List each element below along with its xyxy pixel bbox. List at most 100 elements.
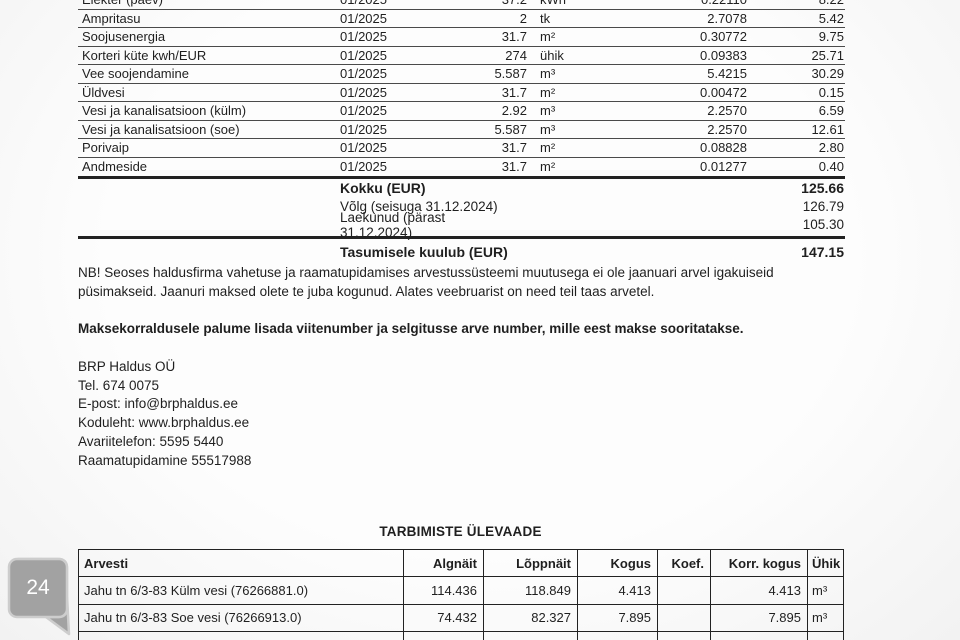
service-price: 5.4215 (707, 66, 747, 82)
column-header: Korr. kogus (710, 549, 808, 577)
service-period: 01/2025 (340, 84, 387, 100)
meter-quantity: 4.413 (577, 576, 658, 605)
invoice-lines-table: Elekter (päev) 01/2025 37.2 kWh 0.22110 … (78, 0, 845, 179)
table-row: Andmeside 01/2025 31.7 m² 0.01277 0.40 (78, 158, 845, 177)
table-row: Ampritasu 01/2025 2 tk 2.7078 5.42 (78, 10, 845, 28)
service-price: 2.2570 (707, 121, 747, 137)
page-number-label: 24 (26, 576, 50, 599)
meter-corrected-quantity: 4.413 (710, 576, 808, 605)
table-row: Porivaip 01/2025 31.7 m² 0.08828 2.80 (78, 139, 845, 158)
service-name: Soojusenergia (82, 29, 166, 45)
service-quantity: 2.92 (501, 103, 527, 119)
service-price: 2.2570 (707, 103, 747, 119)
total-label: Laekunud (pärast 31.12.2024) (340, 209, 446, 240)
service-quantity: 31.7 (501, 84, 527, 100)
meter-start: 114.436 (403, 576, 484, 605)
emergency-phone-line: Avariitelefon: 5595 5440 (78, 433, 224, 449)
service-quantity: 5.587 (494, 121, 527, 137)
service-unit: m² (540, 29, 556, 45)
contact-block: BRP Haldus OÜ Tel. 674 0075 E-post: info… (78, 358, 251, 470)
table-row: Soojusenergia 01/2025 31.7 m² 0.30772 9.… (78, 28, 845, 47)
service-name: Ampritasu (82, 10, 141, 26)
total-row-kokku: Kokku (EUR) 125.66 (78, 179, 845, 197)
meter-name: Jahu tn 6/3-83 Külm vesi (76266881.0) (78, 576, 404, 605)
service-period: 01/2025 (340, 140, 387, 156)
total-row-due: Tasumisele kuulub (EUR) 147.15 (78, 239, 845, 265)
service-price: 0.00472 (700, 84, 747, 100)
service-name: Üldvesi (82, 84, 125, 100)
meter-end: 118.849 (483, 576, 578, 605)
amount-due-value: 147.15 (801, 243, 844, 260)
service-name: Porivaip (82, 140, 129, 156)
service-price: 2.7078 (707, 10, 747, 26)
page-bubble-icon (7, 557, 71, 636)
email-line: E-post: info@brphaldus.ee (78, 396, 239, 412)
meter-name: Jahu tn 6/3-83 Soe vesi (76266913.0) (78, 603, 404, 632)
total-row-volg: Võlg (seisuga 31.12.2024) 126.79 (78, 197, 845, 215)
service-price: 0.09383 (700, 47, 747, 63)
table-row: Vesi ja kanalisatsioon (külm) 01/2025 2.… (78, 102, 845, 121)
service-period: 01/2025 (340, 103, 387, 119)
service-unit: m³ (540, 66, 556, 82)
table-row: Vee soojendamine 01/2025 5.587 m³ 5.4215… (78, 65, 845, 84)
service-unit: m² (540, 140, 556, 156)
service-price: 0.22110 (582, 0, 747, 7)
service-sum: 9.75 (818, 29, 844, 45)
totals-divider (78, 235, 845, 239)
total-label: Kokku (EUR) (340, 180, 426, 197)
total-value: 105.30 (802, 217, 844, 233)
service-period: 01/2025 (340, 66, 387, 82)
service-name: Andmeside (82, 159, 148, 175)
service-quantity: 37.2 (450, 0, 527, 7)
nb-notice-text: NB! Seoses haldusfirma vahetuse ja raama… (78, 265, 774, 300)
service-quantity: 31.7 (501, 159, 527, 175)
service-price: 0.30772 (700, 29, 747, 45)
service-quantity: 5.587 (494, 66, 527, 82)
service-name: Elekter (päev) (78, 0, 340, 7)
service-quantity: 274 (505, 47, 527, 63)
page-number-scroll-indicator[interactable]: 24 (6, 556, 76, 640)
service-unit: kWh (527, 0, 582, 7)
service-period: 01/2025 (340, 121, 387, 137)
service-sum: 6.59 (818, 103, 844, 119)
service-unit: tk (540, 10, 551, 26)
service-period: 01/2025 (340, 0, 450, 7)
service-sum: 5.42 (818, 10, 844, 26)
meter-coefficient (657, 576, 711, 605)
service-name: Vesi ja kanalisatsioon (külm) (82, 103, 247, 119)
totals-section: Kokku (EUR) 125.66 Võlg (seisuga 31.12.2… (78, 179, 845, 265)
column-header: Lõppnäit (483, 549, 578, 577)
meter-corrected-quantity: 7.895 (710, 603, 808, 632)
service-unit: m² (540, 84, 556, 100)
column-header: Ühik (807, 549, 844, 577)
meter-end: 82.327 (483, 603, 578, 632)
service-quantity: 31.7 (501, 29, 527, 45)
payment-instruction-text: Maksekorraldusele palume lisada viitenum… (78, 321, 744, 336)
service-unit: m² (540, 159, 556, 175)
service-period: 01/2025 (340, 47, 387, 63)
table-row: Korteri küte kwh/EUR 01/2025 274 ühik 0.… (78, 47, 845, 65)
column-header: Koef. (657, 549, 711, 577)
service-sum: 0.40 (818, 159, 844, 175)
service-period: 01/2025 (340, 10, 387, 26)
meter-unit: m³ (807, 603, 844, 632)
service-price: 0.01277 (700, 159, 747, 175)
meter-unit: m³ (807, 576, 844, 605)
accounting-phone-line: Raamatupidamine 55517988 (78, 452, 252, 468)
table-row: Elekter (päev) 01/2025 37.2 kWh 0.22110 … (78, 0, 845, 10)
consumption-table-title: TARBIMISTE ÜLEVAADE (379, 524, 542, 539)
total-value: 125.66 (801, 180, 844, 197)
consumption-header-row: Arvesti Algnäit Lõppnäit Kogus Koef. Kor… (78, 549, 844, 577)
table-row: Üldvesi 01/2025 31.7 m² 0.00472 0.15 (78, 84, 845, 102)
service-quantity: 31.7 (501, 140, 527, 156)
column-header: Arvesti (78, 549, 404, 577)
meter-quantity: 7.895 (577, 603, 658, 632)
service-period: 01/2025 (340, 29, 387, 45)
meter-coefficient (657, 603, 711, 632)
total-value: 126.79 (802, 198, 844, 214)
service-sum: 25.71 (811, 47, 844, 63)
service-unit: ühik (540, 47, 564, 63)
service-sum: 2.80 (818, 140, 844, 156)
service-sum: 30.29 (811, 66, 844, 82)
